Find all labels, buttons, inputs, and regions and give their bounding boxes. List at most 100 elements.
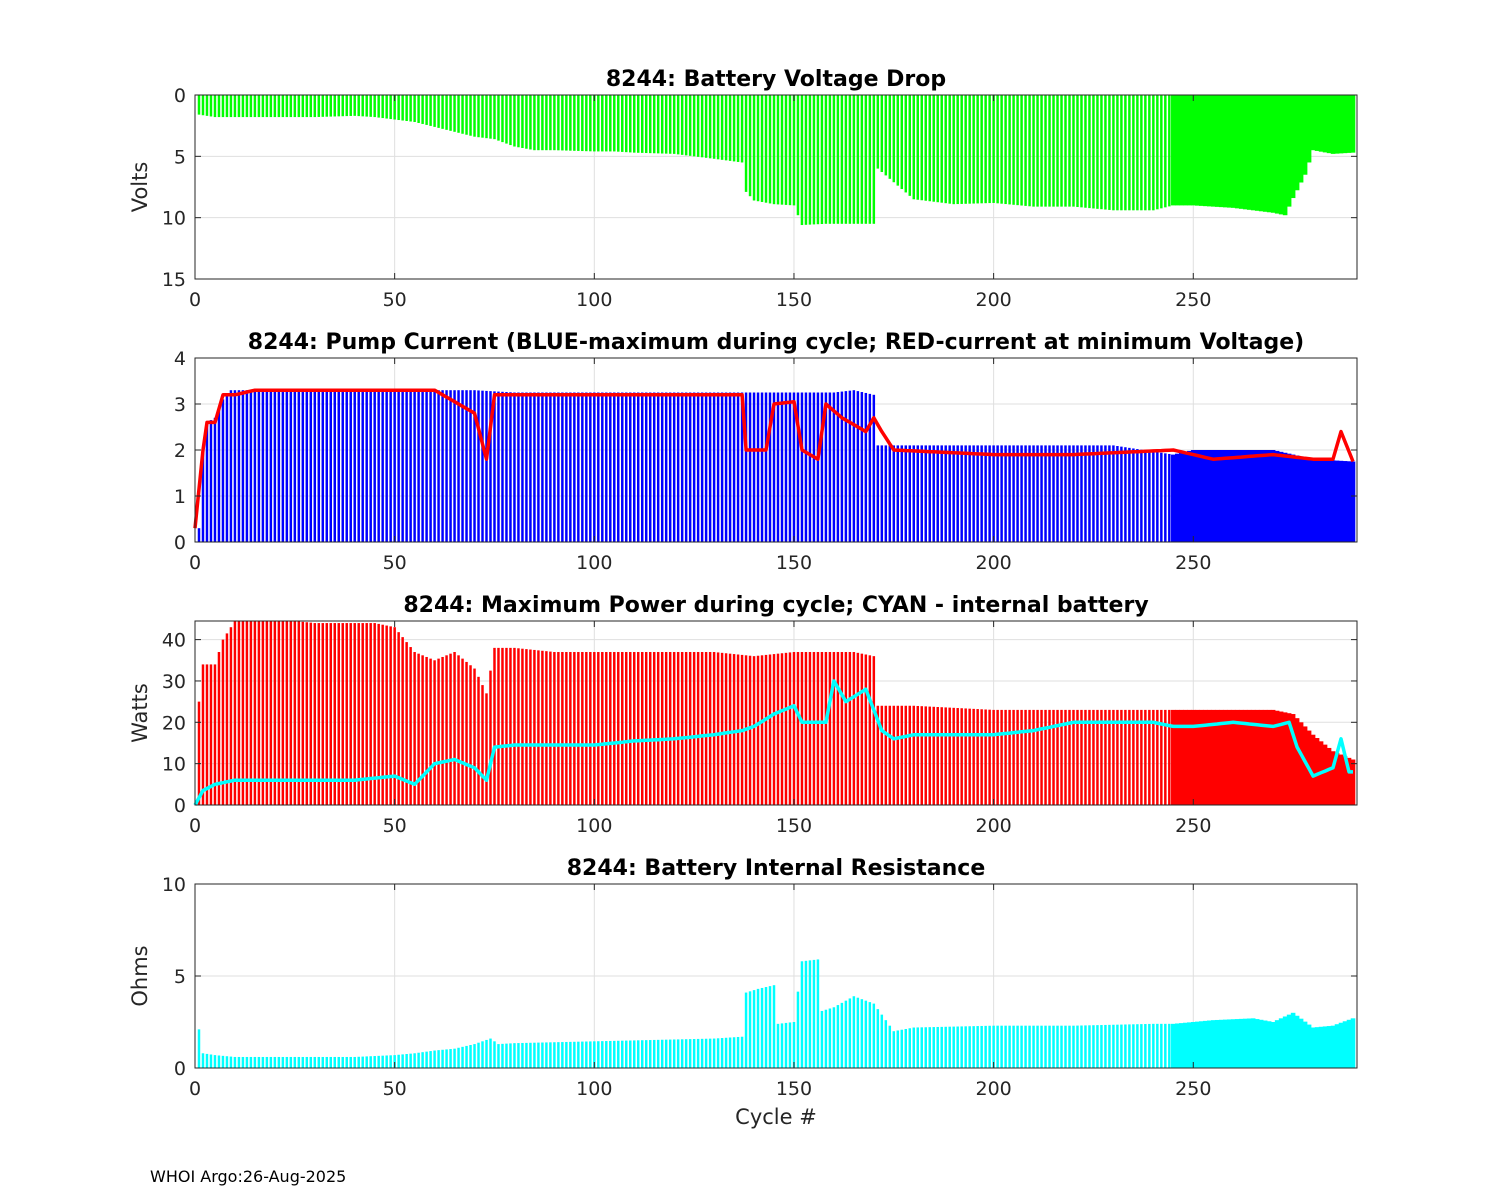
voltage-drop-bar [1144,95,1147,211]
pump-current-bar [477,390,480,542]
max-power-bar [1164,709,1167,805]
pump-current-bar [585,392,588,542]
internal-resistance-bar [221,1055,225,1068]
internal-resistance-bar [585,1041,588,1068]
max-power-bar [429,658,432,805]
max-power-bar [309,622,313,805]
voltage-drop-ytick-label: 0 [174,85,186,107]
pump-current-bar [936,445,939,542]
max-power-bar [972,708,975,805]
pump-current-bar [285,390,289,542]
internal-resistance-bar [385,1055,388,1068]
max-power-bar [233,621,237,805]
pump-current-bar [453,390,456,542]
max-power-bar [317,623,321,805]
pump-current-bar [1076,445,1079,542]
pump-current-bar [469,390,472,542]
internal-resistance-bar [333,1056,336,1068]
pump-current-bar [860,392,864,542]
pump-current-bar [1104,445,1107,542]
internal-resistance-bar [1270,1022,1276,1068]
voltage-drop-bar [652,95,656,154]
max-power-bar [305,622,309,805]
pump-current-bar [481,390,484,542]
voltage-drop-ytick-label: 10 [162,208,186,230]
max-power-bar [772,654,776,805]
pump-current-bar [225,394,229,542]
pump-current-bar [1112,445,1115,542]
max-power-bar [652,652,656,805]
pump-current-bar [1274,450,1280,542]
pump-current-bar [309,390,313,542]
internal-resistance-bar [744,992,748,1068]
voltage-drop-bar [1175,95,1180,206]
pump-current-bar [1152,451,1155,542]
max-power-bar [373,623,376,805]
voltage-drop-bar [984,95,987,204]
voltage-drop-bar [441,95,444,129]
pump-current-bar [241,390,245,542]
voltage-drop-bar [648,95,652,154]
pump-current-bar [1068,445,1071,542]
pump-current-bar [984,445,987,542]
internal-resistance-bar [1230,1019,1236,1068]
internal-resistance-bar [836,1005,840,1068]
pump-current-bar [1168,453,1171,542]
pump-current-bar [1242,450,1248,542]
voltage-drop-bar [1302,95,1308,175]
max-power-bar [1080,709,1083,805]
pump-current-bar [385,390,388,542]
voltage-drop-bar [712,95,716,159]
max-power-bar [936,707,939,805]
pump-current-bar [401,390,404,542]
pump-current-bar [1218,450,1224,542]
max-power-bar [1116,709,1119,805]
pump-current-bar [1020,445,1023,542]
max-power-bar [1120,709,1123,805]
max-power-bar [381,624,384,805]
internal-resistance-bar [1056,1025,1059,1068]
voltage-drop-bar [1242,95,1248,210]
max-power-bar [660,652,664,805]
max-power-bar [1266,709,1272,805]
pump-current-bar [493,391,496,542]
voltage-drop-bar [581,95,584,152]
pump-current-bar [1230,450,1236,542]
max-power-bar [557,652,560,805]
voltage-drop-bar [920,95,923,201]
max-power-bar [357,623,360,805]
internal-resistance-bar [217,1055,221,1068]
pump-current-bar [597,392,600,542]
voltage-drop-bar [473,95,476,137]
pump-current-bar [1270,450,1276,542]
voltage-drop-bar [1350,95,1356,153]
internal-resistance-bar [1171,1023,1176,1068]
voltage-drop-bar [501,95,504,143]
voltage-drop-bar [1016,95,1019,206]
max-power-bar [413,652,416,805]
max-power-bar [784,652,788,805]
voltage-drop-bar [589,95,592,152]
pump-current-bar [213,417,217,542]
max-power-bar [297,621,301,805]
max-power-bar [968,708,971,805]
internal-resistance-bar [1024,1025,1027,1068]
max-power-bar [329,623,333,805]
voltage-drop-bar [409,95,412,122]
pump-current-bar [569,392,572,542]
max-power-bar [621,652,624,805]
internal-resistance-ytick-label: 5 [174,966,186,988]
internal-resistance-bar [269,1056,273,1068]
internal-resistance-bar [613,1040,616,1068]
pump-current-bar [377,390,380,542]
pump-current-bar [281,390,285,542]
max-power-bar [900,705,904,805]
max-power-bar [692,652,696,805]
voltage-drop-bar [1230,95,1236,208]
internal-resistance-bar [397,1054,400,1068]
voltage-drop-bar [1346,95,1352,153]
pump-current-bar [205,422,209,542]
max-power-bar [904,705,908,805]
pump-current-bar [1290,454,1296,542]
pump-current-bar [712,392,716,542]
